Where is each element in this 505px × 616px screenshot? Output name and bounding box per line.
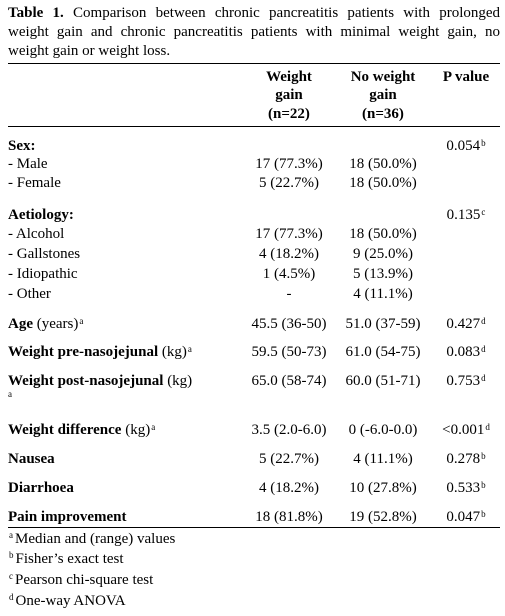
row-label-diarrhoea: Diarrhoea <box>8 480 74 496</box>
p-value-nausea: 0.278b <box>446 451 486 467</box>
table-caption: Table 1. Comparison between chronic panc… <box>8 4 500 61</box>
row-label-age: Age (years)a <box>8 316 84 332</box>
row-label-female: - Female <box>8 175 61 191</box>
header-weight-gain-l2: gain <box>275 87 303 103</box>
cell-age-no-weight-gain: 51.0 (37-59) <box>345 316 421 332</box>
cell-alcohol-no-weight-gain: 18 (50.0%) <box>349 226 417 242</box>
p-value-aetiology: 0.135c <box>446 207 486 223</box>
cell-male-no-weight-gain: 18 (50.0%) <box>349 156 417 172</box>
caption-text: Comparison between chronic pancreatitis … <box>8 5 501 59</box>
p-value-weight-pre: 0.083d <box>446 344 486 360</box>
row-label-pain-improvement: Pain improvement <box>8 509 127 525</box>
header-no-weight-gain-n: (n=36) <box>362 106 404 122</box>
cell-nausea-weight-gain: 5 (22.7%) <box>259 451 319 467</box>
cell-weight-difference-no-weight-gain: 0 (-6.0-0.0) <box>348 422 418 438</box>
row-label-aetiology: Aetiology: <box>8 207 74 223</box>
cell-female-no-weight-gain: 18 (50.0%) <box>349 175 417 191</box>
row-label-gallstones: - Gallstones <box>8 246 81 262</box>
cell-weight-post-weight-gain: 65.0 (58-74) <box>251 373 327 389</box>
cell-gallstones-weight-gain: 4 (18.2%) <box>259 246 319 262</box>
row-label-male: - Male <box>8 156 48 172</box>
row-label-weight-difference: Weight difference (kg)a <box>8 422 156 438</box>
header-rule <box>8 126 500 127</box>
row-label-nausea: Nausea <box>8 451 55 467</box>
footnote-a: a Median and (range) values <box>9 530 176 547</box>
footnote-d: d One-way ANOVA <box>9 592 126 609</box>
row-label-idiopathic: - Idiopathic <box>8 266 78 282</box>
cell-pain-no-weight-gain: 19 (52.8%) <box>349 509 417 525</box>
cell-age-weight-gain: 45.5 (36-50) <box>251 316 327 332</box>
cell-idiopathic-no-weight-gain: 5 (13.9%) <box>353 266 413 282</box>
row-label-weight-pre: Weight pre-nasojejunal (kg)a <box>8 344 192 360</box>
cell-weight-post-no-weight-gain: 60.0 (51-71) <box>345 373 421 389</box>
row-label-other: - Other <box>8 286 51 302</box>
p-value-pain: 0.047b <box>446 509 486 525</box>
header-no-weight-gain-l1: No weight <box>350 69 416 85</box>
header-p-value: P value <box>442 69 490 85</box>
cell-pain-weight-gain: 18 (81.8%) <box>255 509 323 525</box>
p-value-diarrhoea: 0.533b <box>446 480 486 496</box>
header-weight-gain-n: (n=22) <box>268 106 310 122</box>
header-weight-gain-l1: Weight <box>266 69 312 85</box>
cell-weight-pre-no-weight-gain: 61.0 (54-75) <box>345 344 421 360</box>
cell-weight-pre-weight-gain: 59.5 (50-73) <box>251 344 327 360</box>
cell-other-no-weight-gain: 4 (11.1%) <box>353 286 413 302</box>
row-label-alcohol: - Alcohol <box>8 226 65 242</box>
cell-diarrhoea-weight-gain: 4 (18.2%) <box>259 480 319 496</box>
header-no-weight-gain-l2: gain <box>369 87 397 103</box>
table-label: Table 1. <box>8 5 64 21</box>
cell-female-weight-gain: 5 (22.7%) <box>259 175 319 191</box>
row-label-weight-post-sup: a <box>8 389 12 399</box>
cell-gallstones-no-weight-gain: 9 (25.0%) <box>353 246 413 262</box>
row-label-weight-post: Weight post-nasojejunal (kg) <box>8 373 193 389</box>
cell-other-weight-gain: - <box>286 286 292 302</box>
p-value-sex: 0.054b <box>446 138 486 154</box>
cell-diarrhoea-no-weight-gain: 10 (27.8%) <box>349 480 417 496</box>
cell-alcohol-weight-gain: 17 (77.3%) <box>255 226 323 242</box>
cell-nausea-no-weight-gain: 4 (11.1%) <box>353 451 413 467</box>
row-label-sex: Sex: <box>8 138 36 154</box>
cell-male-weight-gain: 17 (77.3%) <box>255 156 323 172</box>
cell-idiopathic-weight-gain: 1 (4.5%) <box>262 266 316 282</box>
p-value-weight-post: 0.753d <box>446 373 486 389</box>
footnote-c: c Pearson chi-square test <box>9 571 154 588</box>
p-value-age: 0.427d <box>446 316 486 332</box>
bottom-rule <box>8 527 500 528</box>
p-value-weight-difference: <0.001d <box>442 422 490 438</box>
footnote-b: b Fisher’s exact test <box>9 550 124 567</box>
cell-weight-difference-weight-gain: 3.5 (2.0-6.0) <box>251 422 327 438</box>
top-rule <box>8 63 500 64</box>
